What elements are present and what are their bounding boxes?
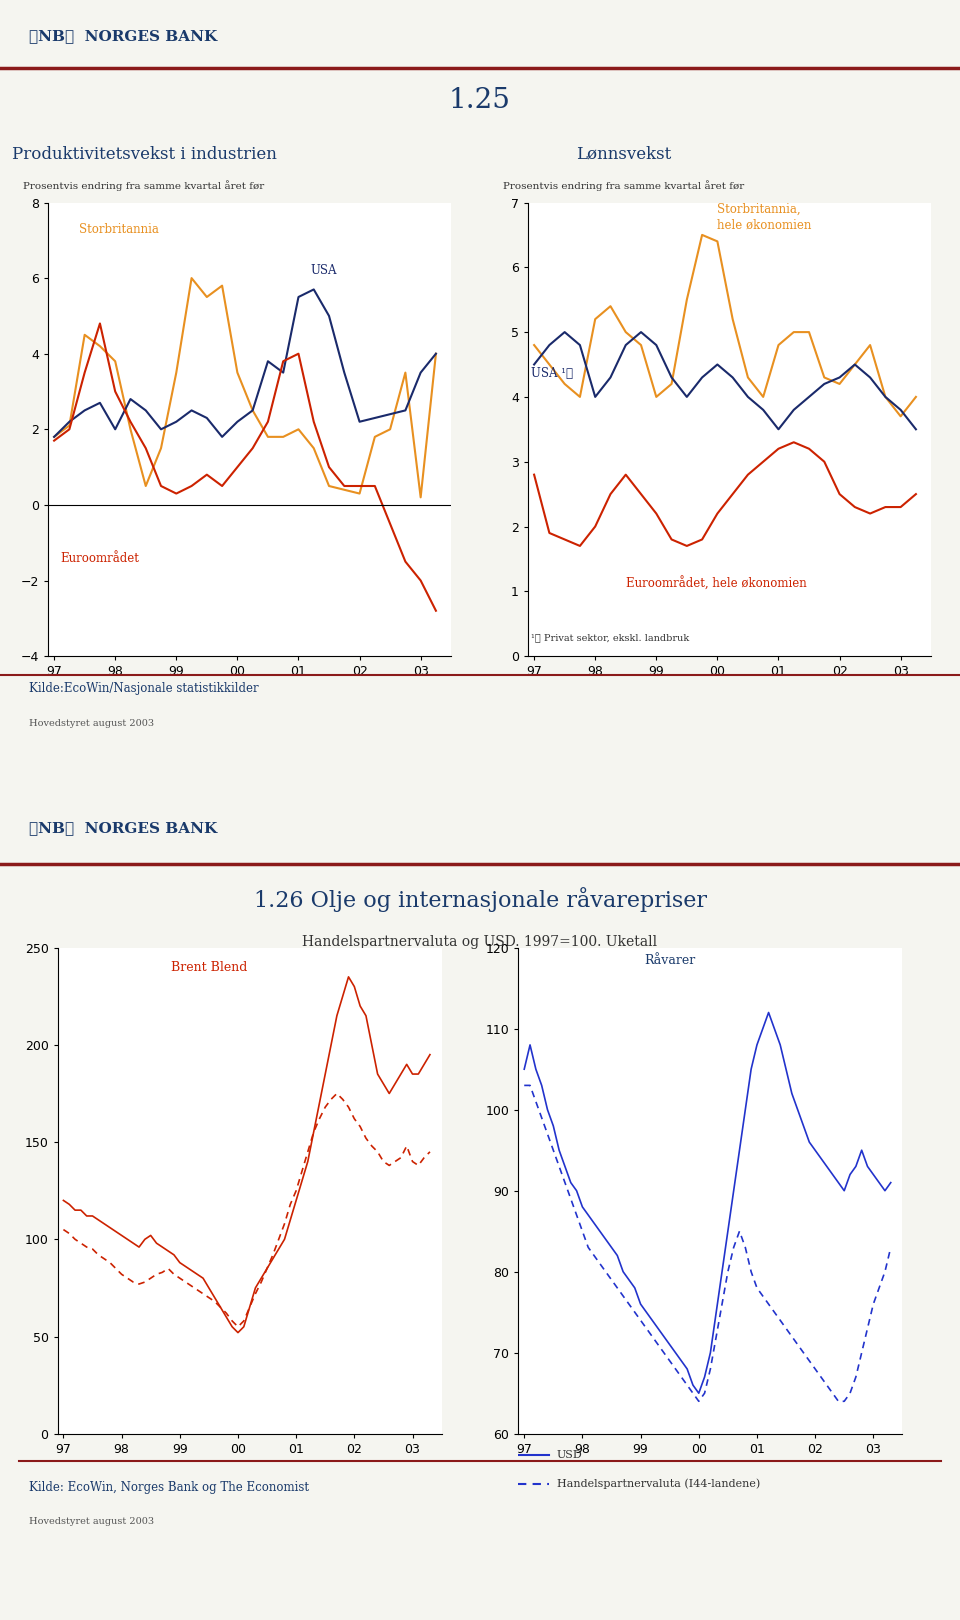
Text: Kilde: EcoWin, Norges Bank og The Economist: Kilde: EcoWin, Norges Bank og The Econom… bbox=[29, 1481, 309, 1494]
Text: Brent Blend: Brent Blend bbox=[171, 961, 247, 974]
Text: Handelspartnervaluta og USD. 1997=100. Uketall: Handelspartnervaluta og USD. 1997=100. U… bbox=[302, 935, 658, 949]
Text: Hovedstyret august 2003: Hovedstyret august 2003 bbox=[29, 1516, 154, 1526]
Text: Lønnsvekst: Lønnsvekst bbox=[576, 146, 672, 162]
Text: Euroområdet: Euroområdet bbox=[60, 551, 139, 565]
Text: Prosentvis endring fra samme kvartal året før: Prosentvis endring fra samme kvartal åre… bbox=[503, 180, 745, 191]
Text: Prosentvis endring fra samme kvartal året før: Prosentvis endring fra samme kvartal åre… bbox=[23, 180, 265, 191]
Text: Kilde:EcoWin/Nasjonale statistikkilder: Kilde:EcoWin/Nasjonale statistikkilder bbox=[29, 682, 258, 695]
Text: ❇NB❇  NORGES BANK: ❇NB❇ NORGES BANK bbox=[29, 29, 217, 44]
Text: Storbritannia: Storbritannia bbox=[79, 222, 158, 237]
Text: ❇NB❇  NORGES BANK: ❇NB❇ NORGES BANK bbox=[29, 821, 217, 836]
Text: Handelspartnervaluta (I44-landene): Handelspartnervaluta (I44-landene) bbox=[557, 1479, 760, 1489]
Text: Produktivitetsvekst i industrien: Produktivitetsvekst i industrien bbox=[12, 146, 276, 162]
Text: 1.26 Olje og internasjonale råvarepriser: 1.26 Olje og internasjonale råvarepriser bbox=[253, 888, 707, 912]
Text: 1.25: 1.25 bbox=[449, 87, 511, 115]
Text: ¹⧠ Privat sektor, ekskl. landbruk: ¹⧠ Privat sektor, ekskl. landbruk bbox=[531, 633, 689, 642]
Text: Hovedstyret august 2003: Hovedstyret august 2003 bbox=[29, 719, 154, 729]
Text: Storbritannia,
hele økonomien: Storbritannia, hele økonomien bbox=[717, 202, 812, 232]
Text: USA: USA bbox=[311, 264, 337, 277]
Text: Euroområdet, hele økonomien: Euroområdet, hele økonomien bbox=[626, 577, 806, 591]
Text: USD: USD bbox=[557, 1450, 583, 1460]
Text: Råvarer: Råvarer bbox=[644, 954, 695, 967]
Text: USA ¹⧠: USA ¹⧠ bbox=[531, 368, 573, 381]
